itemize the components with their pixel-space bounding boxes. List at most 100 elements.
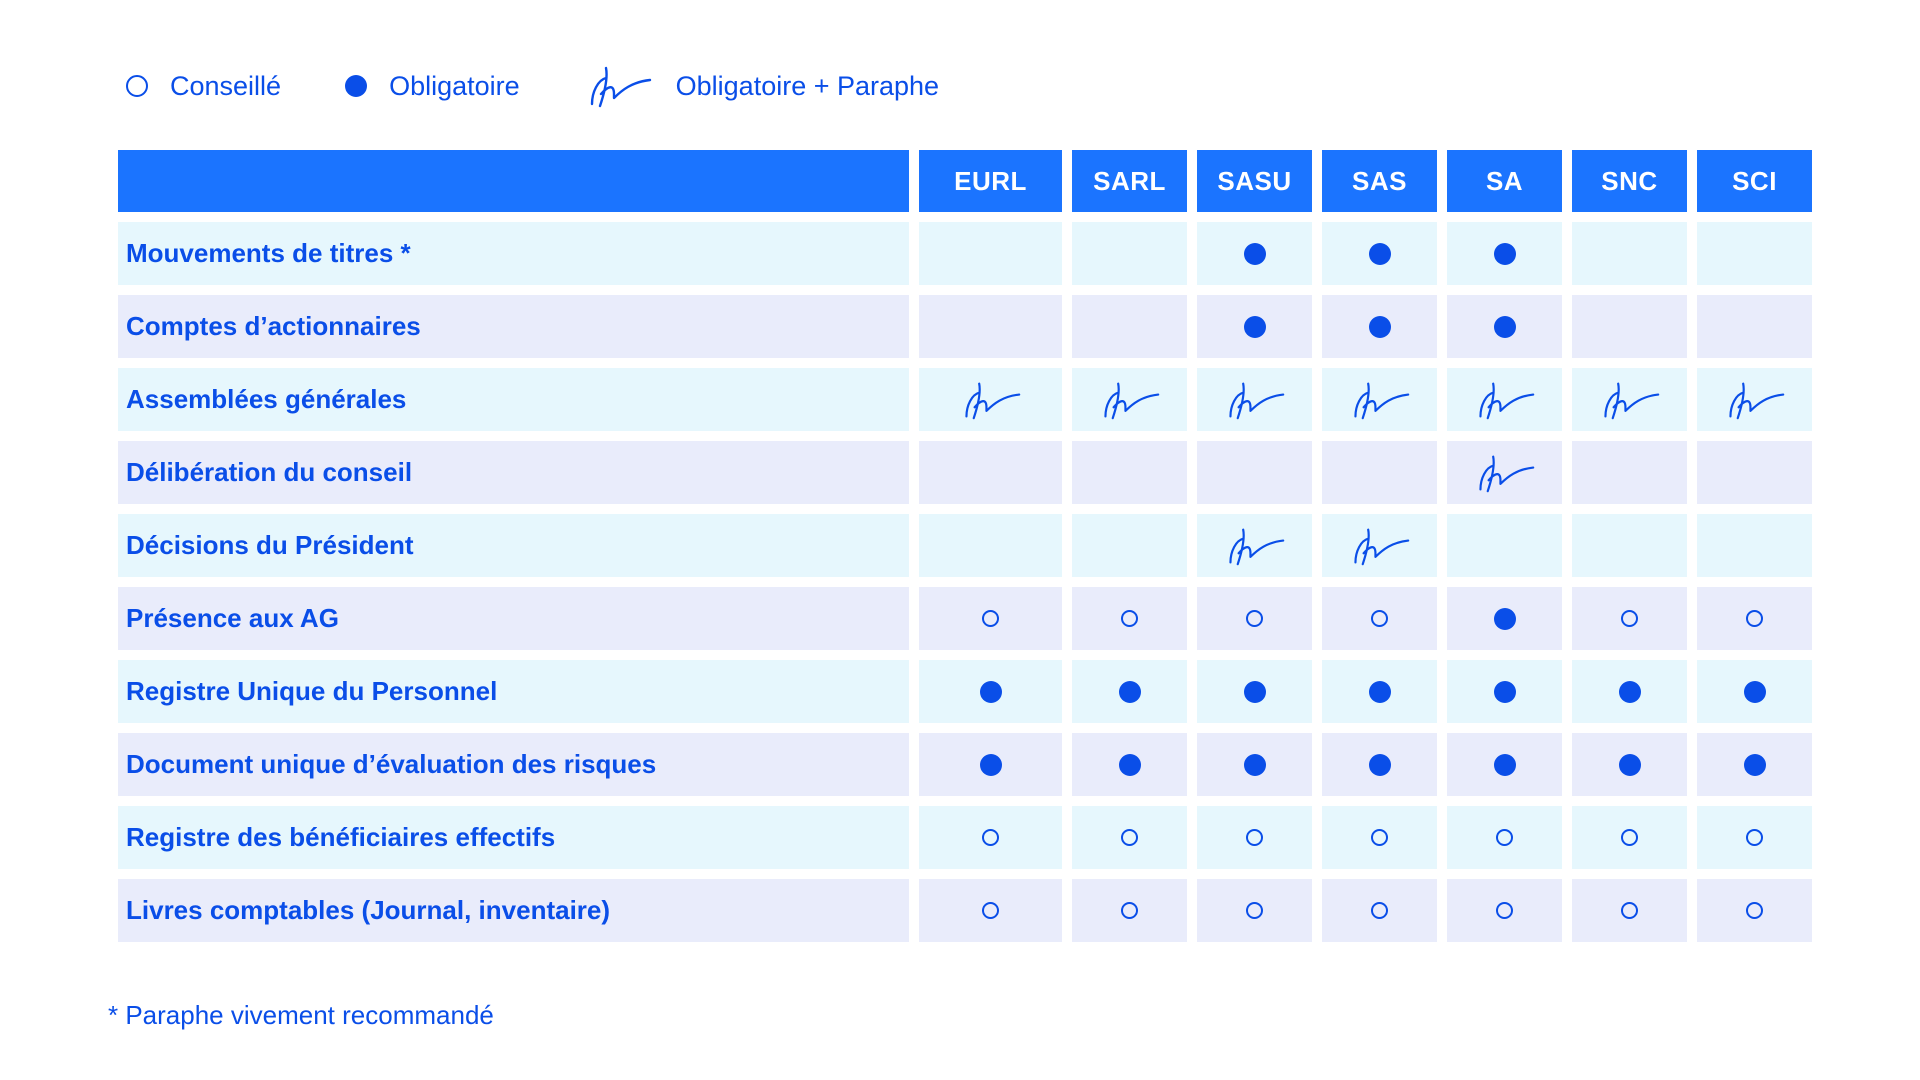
- table-cell: [1072, 514, 1187, 577]
- table-cell: [1197, 514, 1312, 577]
- table-cell: [1072, 733, 1187, 796]
- table-cell: [1197, 879, 1312, 942]
- legend-item-paraphe: Obligatoire + Paraphe: [584, 64, 939, 108]
- filled-circle-icon: [1368, 242, 1391, 265]
- empty-circle-icon: [1246, 902, 1263, 919]
- table-cell: [1447, 733, 1562, 796]
- signature-icon: [1346, 526, 1414, 566]
- filled-circle-icon: [1493, 315, 1516, 338]
- empty-circle-icon: [982, 610, 999, 627]
- empty-circle-icon: [982, 829, 999, 846]
- empty-circle-icon: [1371, 902, 1388, 919]
- table-cell: [1697, 733, 1812, 796]
- row-label: Assemblées générales: [118, 368, 909, 431]
- column-header: SCI: [1697, 150, 1812, 212]
- row-label: Document unique d’évaluation des risques: [118, 733, 909, 796]
- table-cell: [1072, 222, 1187, 285]
- signature-icon: [1096, 380, 1164, 420]
- empty-circle-icon: [1121, 829, 1138, 846]
- empty-circle-icon: [126, 75, 148, 97]
- table-cell: [919, 806, 1062, 869]
- signature-icon: [1721, 380, 1789, 420]
- table-cell: [1572, 514, 1687, 577]
- table-cell: [1447, 514, 1562, 577]
- table-cell: [1572, 295, 1687, 358]
- signature-icon: [1346, 380, 1414, 420]
- legend-item-conseille: Conseillé: [126, 71, 281, 102]
- table-cell: [1322, 660, 1437, 723]
- filled-circle-icon: [1243, 753, 1266, 776]
- table-cell: [1447, 222, 1562, 285]
- empty-circle-icon: [1621, 829, 1638, 846]
- table-cell: [1072, 806, 1187, 869]
- filled-circle-icon: [1618, 753, 1641, 776]
- table-cell: [1572, 368, 1687, 431]
- table-cell: [1072, 295, 1187, 358]
- column-header: SASU: [1197, 150, 1312, 212]
- row-label: Mouvements de titres *: [118, 222, 909, 285]
- table-cell: [1197, 587, 1312, 650]
- empty-circle-icon: [1371, 829, 1388, 846]
- table-cell: [1572, 587, 1687, 650]
- table-cell: [919, 660, 1062, 723]
- table-cell: [1072, 368, 1187, 431]
- table-cell: [1572, 733, 1687, 796]
- filled-circle-icon: [1118, 680, 1141, 703]
- table-cell: [919, 368, 1062, 431]
- row-label: Registre des bénéficiaires effectifs: [118, 806, 909, 869]
- signature-icon: [1221, 526, 1289, 566]
- table-cell: [1697, 441, 1812, 504]
- table-cell: [1197, 368, 1312, 431]
- table-cell: [1072, 441, 1187, 504]
- table-cell: [1572, 879, 1687, 942]
- signature-icon: [584, 64, 654, 108]
- filled-circle-icon: [1243, 680, 1266, 703]
- empty-circle-icon: [1121, 610, 1138, 627]
- obligations-table: EURL SARL SASU SAS SA SNC SCI Mouvements de tit…: [118, 150, 1812, 942]
- filled-circle-icon: [1743, 753, 1766, 776]
- table-cell: [919, 514, 1062, 577]
- table-cell: [1572, 660, 1687, 723]
- empty-circle-icon: [1496, 902, 1513, 919]
- table-cell: [1572, 222, 1687, 285]
- table-cell: [919, 587, 1062, 650]
- table-cell: [1072, 587, 1187, 650]
- table-cell: [1197, 295, 1312, 358]
- table-cell: [1197, 660, 1312, 723]
- table-cell: [1322, 295, 1437, 358]
- row-label: Registre Unique du Personnel: [118, 660, 909, 723]
- table-cell: [919, 441, 1062, 504]
- table-cell: [1697, 368, 1812, 431]
- legend: Conseillé Obligatoire Obligatoire + Para…: [126, 64, 1003, 108]
- empty-circle-icon: [1121, 902, 1138, 919]
- column-header: SARL: [1072, 150, 1187, 212]
- legend-label: Obligatoire: [389, 70, 520, 101]
- filled-circle-icon: [979, 680, 1002, 703]
- table-cell: [1447, 441, 1562, 504]
- table-cell: [1447, 368, 1562, 431]
- table-cell: [1697, 514, 1812, 577]
- table-cell: [1447, 587, 1562, 650]
- column-header: SA: [1447, 150, 1562, 212]
- filled-circle-icon: [1243, 242, 1266, 265]
- table-cell: [1072, 660, 1187, 723]
- table-cell: [1697, 587, 1812, 650]
- filled-circle-icon: [979, 753, 1002, 776]
- table-cell: [919, 879, 1062, 942]
- empty-circle-icon: [1371, 610, 1388, 627]
- empty-circle-icon: [982, 902, 999, 919]
- signature-icon: [957, 380, 1025, 420]
- table-cell: [1322, 514, 1437, 577]
- signature-icon: [1471, 453, 1539, 493]
- filled-circle-icon: [1618, 680, 1641, 703]
- table-cell: [1197, 733, 1312, 796]
- table-cell: [919, 295, 1062, 358]
- table-cell: [1322, 441, 1437, 504]
- empty-circle-icon: [1746, 829, 1763, 846]
- table-cell: [1447, 295, 1562, 358]
- table-cell: [1197, 806, 1312, 869]
- filled-circle-icon: [1243, 315, 1266, 338]
- empty-circle-icon: [1246, 829, 1263, 846]
- column-header: SNC: [1572, 150, 1687, 212]
- signature-icon: [1221, 380, 1289, 420]
